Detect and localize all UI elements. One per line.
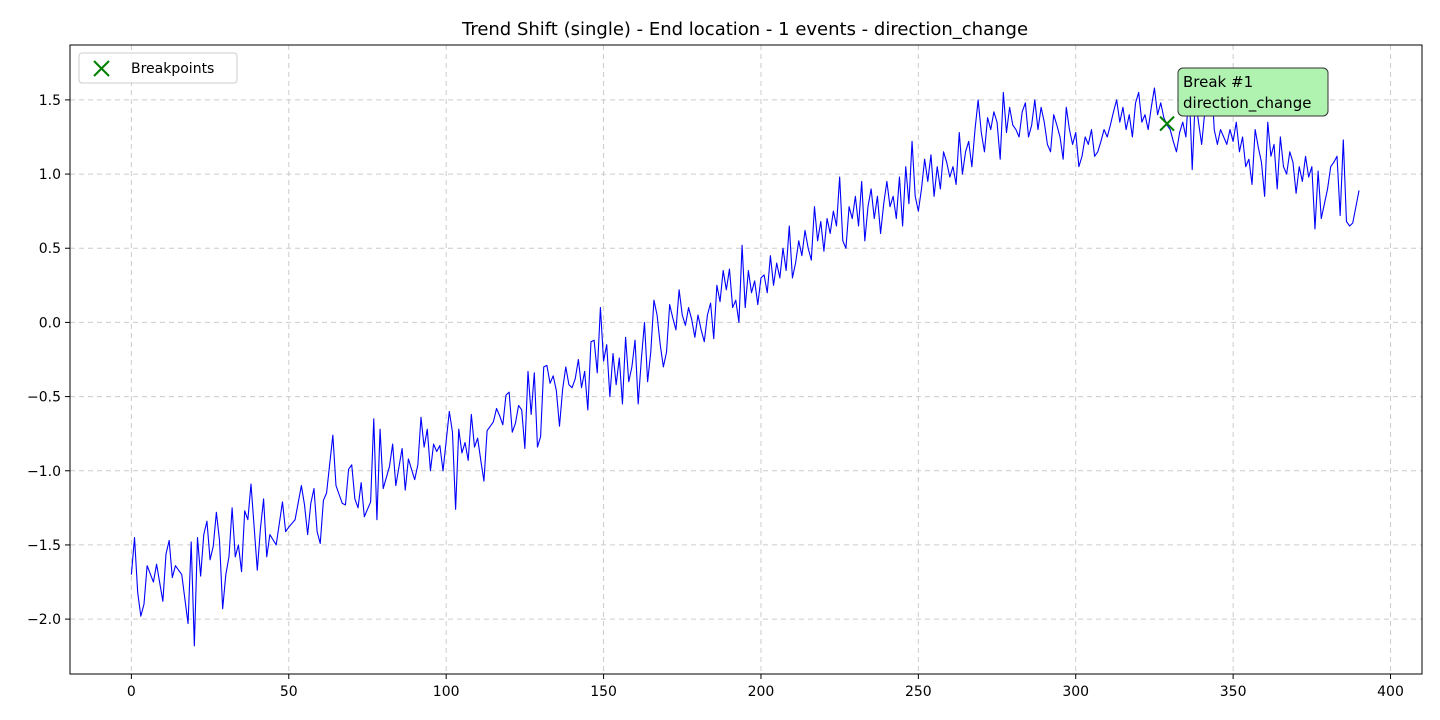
y-tick-label: 1.5 xyxy=(39,93,61,109)
y-tick-label: −1.0 xyxy=(27,464,61,480)
breakpoint-annotation: Break #1 direction_change xyxy=(1177,67,1329,117)
x-tick-label: 200 xyxy=(748,684,775,700)
x-tick-label: 0 xyxy=(127,684,136,700)
legend-label-breakpoints: Breakpoints xyxy=(131,61,214,77)
x-tick-label: 350 xyxy=(1220,684,1247,700)
series-line xyxy=(130,72,1360,647)
legend-box xyxy=(78,52,238,84)
y-axis-ticks: −2.0 −1.5 −1.0 −0.5 0.0 0.5 1.0 1.5 xyxy=(27,93,70,628)
annotation-line-2: direction_change xyxy=(1183,94,1311,113)
annotation-line-1: Break #1 xyxy=(1183,73,1253,91)
plot-area-frame xyxy=(69,44,1423,675)
chart-title: Trend Shift (single) - End location - 1 … xyxy=(461,19,1028,40)
y-tick-label: 1.0 xyxy=(39,167,61,183)
y-tick-label: 0.5 xyxy=(39,241,61,257)
annotation-box xyxy=(1177,67,1329,117)
y-tick-label: −0.5 xyxy=(27,390,61,406)
x-tick-label: 400 xyxy=(1377,684,1404,700)
y-tick-label: −1.5 xyxy=(27,538,61,554)
breakpoint-marker xyxy=(1159,115,1175,132)
breakpoint-layer xyxy=(1159,115,1175,132)
x-tick-label: 50 xyxy=(280,684,298,700)
x-tick-label: 250 xyxy=(905,684,932,700)
x-tick-label: 150 xyxy=(590,684,617,700)
series-layer xyxy=(130,72,1360,647)
legend: Breakpoints xyxy=(78,52,238,84)
x-tick-label: 300 xyxy=(1062,684,1089,700)
x-tick-label: 100 xyxy=(433,684,460,700)
x-axis-ticks: 0 50 100 150 200 250 300 350 400 xyxy=(127,674,1404,700)
y-tick-label: −2.0 xyxy=(27,612,61,628)
legend-marker-x-icon xyxy=(93,60,110,77)
y-tick-label: 0.0 xyxy=(39,315,61,331)
